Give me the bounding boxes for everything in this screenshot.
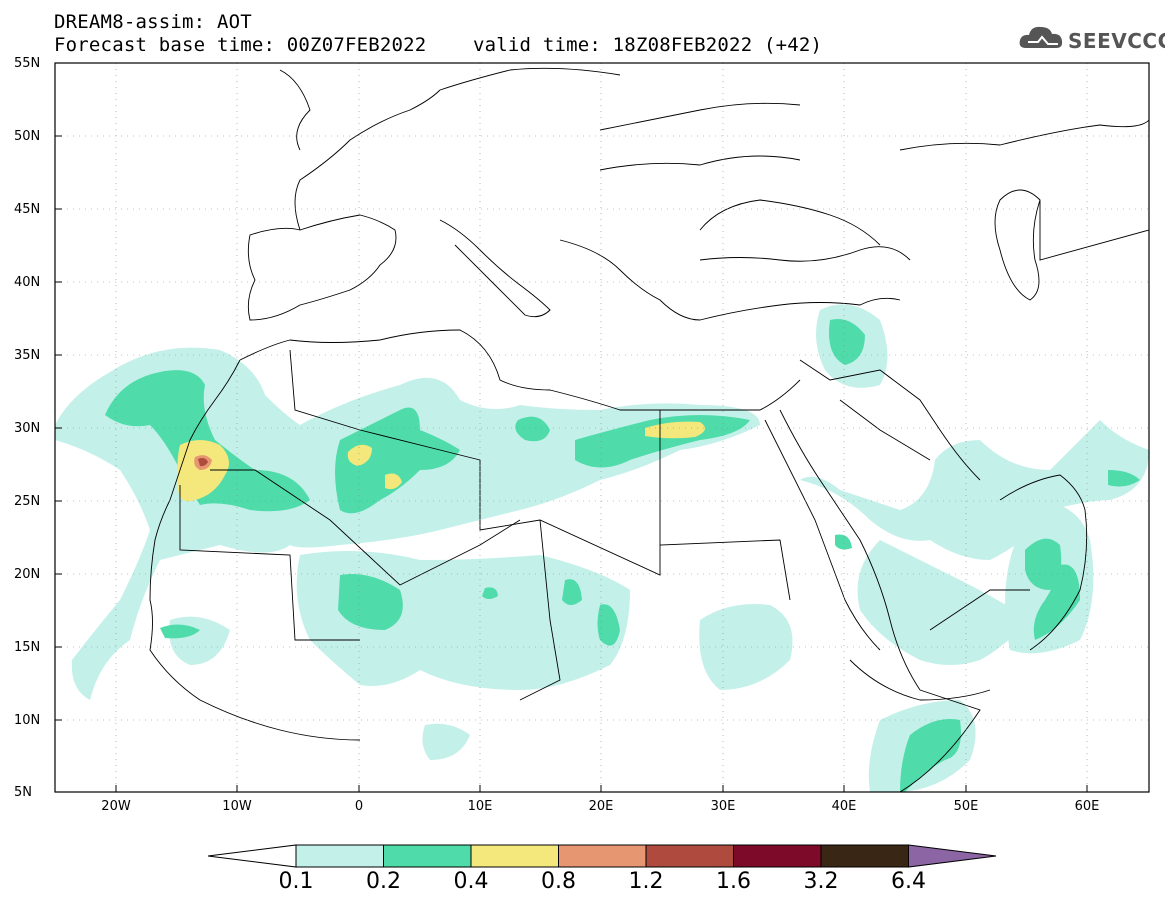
lon-label: 30E — [710, 799, 736, 814]
lat-label: 30N — [14, 421, 41, 436]
axis-ticks — [55, 62, 1088, 792]
colorbar-bin — [470, 844, 559, 868]
colorbar-label: 1.2 — [628, 869, 664, 894]
lon-label: 40E — [831, 799, 857, 814]
lat-label: 25N — [14, 494, 41, 509]
colorbar-bin — [383, 844, 472, 868]
lat-label: 10N — [14, 713, 41, 728]
lon-label: 10E — [467, 799, 493, 814]
lat-label: 50N — [14, 129, 41, 144]
lon-label: 20W — [101, 799, 131, 814]
lat-label: 45N — [14, 202, 41, 217]
cloud-icon — [1019, 26, 1063, 48]
lat-label: 40N — [14, 275, 41, 290]
lat-label: 35N — [14, 348, 41, 363]
colorbar-label: 0.4 — [453, 869, 489, 894]
colorbar-label: 0.1 — [278, 869, 314, 894]
colorbar-bin — [645, 844, 734, 868]
colorbar-bin — [733, 844, 822, 868]
aot-0.4-layer — [177, 421, 705, 502]
seevccc-logo: SEEVCCC — [1018, 22, 1165, 56]
colorbar-label: 1.6 — [716, 869, 751, 894]
colorbar-label: 3.2 — [803, 869, 839, 894]
colorbar-bin — [295, 844, 384, 868]
colorbar-over — [908, 844, 997, 868]
colorbar — [207, 844, 997, 868]
lat-label: 20N — [14, 567, 41, 582]
lon-label: 10W — [222, 799, 252, 814]
lat-label: 5N — [14, 785, 32, 800]
aot-field — [55, 304, 1149, 792]
colorbar-label: 0.8 — [541, 869, 576, 894]
aot-high-layer — [194, 455, 212, 470]
colorbar-bin — [820, 844, 909, 868]
lat-label: 55N — [14, 56, 41, 71]
lon-label: 60E — [1074, 799, 1100, 814]
colorbar-label: 6.4 — [891, 869, 926, 894]
colorbar-under — [207, 844, 297, 868]
chart-title: DREAM8-assim: AOT — [54, 11, 252, 33]
country-borders — [149, 67, 1149, 792]
grid-lines — [55, 63, 1149, 792]
colorbar-bin — [558, 844, 647, 868]
chart-subtitle: Forecast base time: 00Z07FEB2022 valid t… — [54, 34, 823, 56]
lon-label: 0 — [354, 799, 364, 814]
logo-text: SEEVCCC — [1068, 29, 1165, 53]
colorbar-label: 0.2 — [366, 869, 401, 894]
lon-label: 50E — [953, 799, 979, 814]
lon-label: 20E — [588, 799, 614, 814]
lat-label: 15N — [14, 640, 41, 655]
